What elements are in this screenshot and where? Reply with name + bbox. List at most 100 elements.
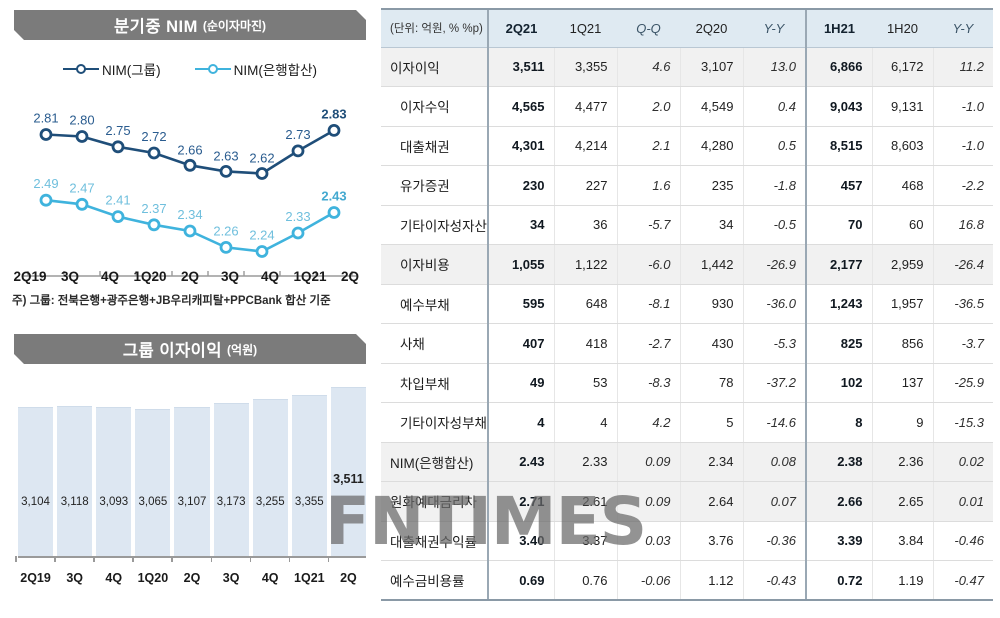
table-cell: 5 — [679, 402, 743, 443]
charts-panel: 분기중 NIM (순이자마진) NIM(그룹) NIM(은행합산) 2.81 2.… — [0, 0, 378, 618]
bar-x-tick-mark — [288, 556, 327, 562]
bar-x-tick-mark — [54, 556, 92, 562]
bar-x-tick-mark — [14, 556, 53, 562]
table-col-header: 2Q21 — [487, 8, 554, 48]
svg-text:2.26: 2.26 — [213, 223, 238, 238]
table-cell: 1,122 — [553, 244, 617, 285]
table-cell: -14.6 — [742, 402, 806, 443]
bar-column: 3,118 — [57, 378, 93, 556]
interest-income-banner: 그룹 이자이익 (억원) — [14, 334, 366, 364]
table-cell: 230 — [487, 165, 554, 206]
table-cell: -5.3 — [742, 323, 806, 364]
nim-x-tick: 4Q — [260, 269, 279, 284]
table-row-label: 이자비용 — [381, 244, 488, 285]
table-cell: 4,280 — [679, 126, 743, 166]
table-row: 대출채권 4,301 4,214 2.1 4,280 0.5 8,515 8,603 -1.0 — [381, 126, 993, 166]
bar-column: 3,511 — [330, 378, 366, 556]
table-cell: 0.07 — [742, 481, 806, 522]
svg-text:2.75: 2.75 — [105, 123, 130, 138]
table-cell: -0.46 — [932, 521, 993, 561]
table-cell: 2.1 — [616, 126, 680, 166]
bar-value-label: 3,107 — [177, 496, 207, 508]
table-row: 사채 407 418 -2.7 430 -5.3 825 856 -3.7 — [381, 323, 993, 364]
table-cell: 49 — [487, 363, 554, 403]
table-cell: 4.2 — [616, 402, 680, 443]
table-row-label: 예수부채 — [381, 284, 488, 324]
nim-x-tick: 4Q — [100, 269, 119, 284]
table-cell: 1,243 — [805, 284, 872, 324]
bar-x-tick-mark — [132, 556, 170, 562]
table-cell: 6,866 — [805, 47, 872, 87]
bar-chart-x-axis: 2Q19 3Q 4Q 1Q20 2Q 3Q 4Q 1Q21 2Q — [18, 566, 366, 590]
interest-income-bar-chart: 3,104 3,118 3,093 3,065 3,107 3,173 3,255 3,355… — [18, 378, 366, 556]
table-cell: 2.61 — [553, 481, 617, 522]
table-cell: 2.64 — [679, 481, 743, 522]
table-row: 예수부채 595 648 -8.1 930 -36.0 1,243 1,957 -36.5 — [381, 284, 993, 324]
table-cell: 2,177 — [805, 244, 872, 285]
nim-chart-note: 주) 그룹: 전북은행+광주은행+JB우리캐피탈+PPCBank 합산 기준 — [12, 295, 331, 307]
table-cell: -2.2 — [932, 165, 993, 206]
svg-text:2.47: 2.47 — [69, 180, 94, 195]
table-cell: 1,957 — [871, 284, 933, 324]
table-row: 이자수익 4,565 4,477 2.0 4,549 0.4 9,043 9,131 -1.0 — [381, 86, 993, 127]
interest-banner-title: 그룹 이자이익 — [122, 342, 223, 360]
table-col-header: Y-Y — [933, 8, 993, 48]
svg-text:2.33: 2.33 — [285, 209, 310, 224]
table-cell: -1.0 — [932, 86, 993, 127]
table-cell: 70 — [805, 205, 872, 245]
table-cell: 418 — [553, 323, 617, 364]
table-cell: 0.08 — [742, 442, 806, 482]
bar-x-tick-mark — [327, 556, 366, 562]
table-cell: 0.4 — [742, 86, 806, 127]
bar-column: 3,355 — [291, 378, 327, 556]
interest-banner-subtitle: (억원) — [227, 342, 258, 357]
nim-chart-banner: 분기중 NIM (순이자마진) — [14, 10, 366, 40]
table-cell: -6.0 — [616, 244, 680, 285]
bar-x-tick: 4Q — [105, 571, 123, 585]
table-row-label: 기타이자성부채 — [381, 402, 488, 443]
table-cell: 227 — [553, 165, 617, 206]
nim-banner-subtitle: (순이자마진) — [202, 18, 267, 33]
financial-table-panel: (단위: 억원, % %p) 2Q21 1Q21 Q-Q 2Q20 Y-Y 1H21 1H20… — [381, 8, 993, 608]
table-cell: 34 — [487, 205, 554, 245]
svg-text:2.37: 2.37 — [141, 201, 166, 216]
table-row-label: 원화예대금리차 — [381, 481, 488, 522]
bar — [57, 406, 93, 556]
table-cell: 6,172 — [871, 47, 933, 87]
table-header: (단위: 억원, % %p) 2Q21 1Q21 Q-Q 2Q20 Y-Y 1H21 1H20… — [381, 8, 993, 48]
nim-x-tick: 3Q — [220, 269, 239, 284]
bar — [213, 403, 249, 556]
table-cell: 137 — [871, 363, 933, 403]
table-cell: 4,214 — [553, 126, 617, 166]
svg-text:2.62: 2.62 — [249, 151, 274, 166]
table-cell: 4,549 — [679, 86, 743, 127]
table-header-row: (단위: 억원, % %p) 2Q21 1Q21 Q-Q 2Q20 Y-Y 1H21 1H20… — [381, 8, 993, 48]
table-cell: 11.2 — [932, 47, 993, 87]
table-cell: 8,515 — [805, 126, 872, 166]
table-cell: 60 — [871, 205, 933, 245]
table-cell: 2.34 — [679, 442, 743, 482]
svg-text:2.66: 2.66 — [177, 142, 202, 157]
bar-column: 3,255 — [252, 378, 288, 556]
svg-text:2.83: 2.83 — [321, 106, 346, 121]
table-row: NIM(은행합산) 2.43 2.33 0.09 2.34 0.08 2.38 2.36 0.0… — [381, 442, 993, 482]
bar-x-tick: 1Q21 — [294, 571, 325, 585]
table-cell: 8 — [805, 402, 872, 443]
table-cell: 3.76 — [679, 521, 743, 561]
table-cell: 2.33 — [553, 442, 617, 482]
table-cell: 2.71 — [487, 481, 554, 522]
bar-x-tick-mark — [93, 556, 131, 562]
bar-x-tick-mark — [171, 556, 209, 562]
table-body: 이자이익 3,511 3,355 4.6 3,107 13.0 6,866 6,172 11.2… — [381, 47, 993, 601]
table-cell: 2.43 — [487, 442, 554, 482]
table-cell: 3,511 — [487, 47, 554, 87]
bar-x-tick: 3Q — [222, 571, 240, 585]
table-col-header: Q-Q — [617, 8, 680, 48]
table-cell: -26.9 — [742, 244, 806, 285]
legend-item-bank: NIM(은행합산) — [194, 59, 317, 79]
bar — [330, 387, 366, 556]
table-cell: 78 — [679, 363, 743, 403]
bar-column: 3,107 — [174, 378, 210, 556]
table-cell: 34 — [679, 205, 743, 245]
table-cell: -36.5 — [932, 284, 993, 324]
